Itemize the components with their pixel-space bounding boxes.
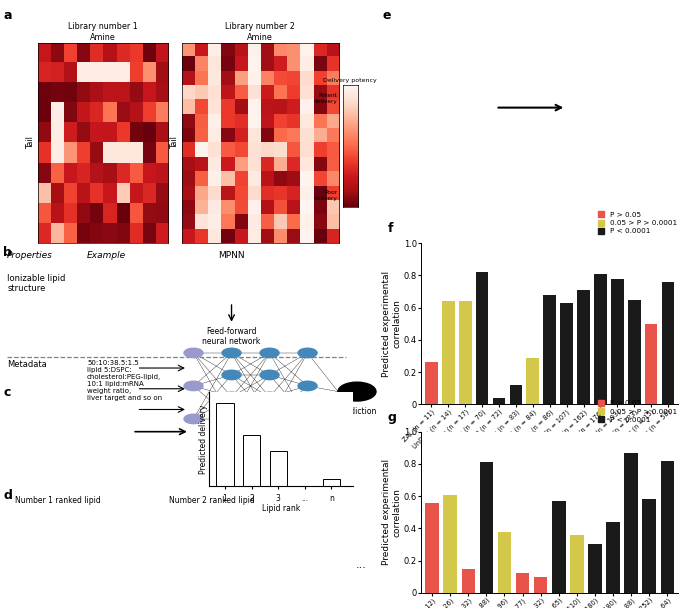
Bar (443, 494, 457, 593)
Text: Properties: Properties (8, 251, 53, 260)
Text: c: c (3, 386, 11, 399)
Circle shape (298, 381, 317, 391)
Bar (543, 295, 556, 404)
Circle shape (298, 348, 317, 358)
Circle shape (338, 382, 376, 401)
Text: Feed-forward
neural network: Feed-forward neural network (202, 326, 261, 346)
Y-axis label: Predicted delivery: Predicted delivery (199, 404, 208, 474)
Legend: P > 0.05, 0.05 > P > 0.0001, P < 0.0001: P > 0.05, 0.05 > P > 0.0001, P < 0.0001 (598, 400, 677, 423)
Y-axis label: Tail: Tail (26, 136, 35, 150)
Bar (560, 303, 573, 404)
Circle shape (260, 370, 279, 379)
Circle shape (184, 348, 203, 358)
Bar (425, 362, 438, 404)
Text: MPNN: MPNN (219, 251, 245, 260)
Bar (628, 300, 640, 404)
Y-axis label: Predicted experimental
correlation: Predicted experimental correlation (382, 271, 401, 377)
Circle shape (222, 348, 241, 358)
Bar (594, 274, 607, 404)
Text: Ionizable lipid
structure: Ionizable lipid structure (8, 274, 66, 293)
Bar (660, 461, 674, 593)
Bar (425, 503, 439, 593)
Circle shape (222, 392, 241, 402)
Text: Metadata: Metadata (8, 361, 47, 370)
Bar (570, 535, 584, 593)
Bar (516, 573, 530, 593)
Bar (527, 358, 539, 404)
Bar (510, 385, 522, 404)
Bar (479, 462, 493, 593)
Text: Number 2 ranked lipid: Number 2 ranked lipid (169, 496, 256, 505)
Bar (588, 545, 601, 593)
Circle shape (222, 370, 241, 379)
Bar (662, 282, 674, 404)
Text: f: f (388, 223, 393, 235)
Bar (243, 435, 260, 486)
Bar (476, 272, 488, 404)
Circle shape (260, 348, 279, 358)
Circle shape (260, 392, 279, 402)
Circle shape (222, 414, 241, 424)
Circle shape (184, 414, 203, 424)
Title: Library number 2
Amine: Library number 2 Amine (225, 22, 295, 42)
Text: b: b (3, 246, 12, 259)
Bar (645, 323, 658, 404)
X-axis label: Lipid rank: Lipid rank (262, 505, 300, 513)
Text: d: d (3, 489, 12, 502)
Circle shape (298, 414, 317, 424)
Text: g: g (388, 411, 397, 424)
Title: Delivery potency: Delivery potency (323, 78, 377, 83)
Bar (498, 531, 511, 593)
Bar (552, 501, 566, 593)
Circle shape (260, 414, 279, 424)
Bar (624, 452, 638, 593)
Y-axis label: Predicted experimental
correlation: Predicted experimental correlation (382, 459, 401, 565)
Text: e: e (382, 9, 390, 22)
Y-axis label: Tail: Tail (170, 136, 179, 150)
Bar (216, 404, 234, 486)
Bar (459, 301, 471, 404)
Bar (442, 301, 455, 404)
Title: Library number 1
Amine: Library number 1 Amine (68, 22, 138, 42)
Legend: P > 0.05, 0.05 > P > 0.0001, P < 0.0001: P > 0.05, 0.05 > P > 0.0001, P < 0.0001 (598, 212, 677, 235)
Bar (577, 290, 590, 404)
Text: Number 1 ranked lipid: Number 1 ranked lipid (15, 496, 101, 505)
Bar (269, 451, 287, 486)
Bar (643, 499, 656, 593)
Text: Example: Example (87, 251, 126, 260)
Bar (493, 398, 506, 404)
Text: Prediction: Prediction (338, 407, 376, 416)
Circle shape (184, 381, 203, 391)
Bar (606, 522, 620, 593)
Text: 50:10:38.5:1.5
lipid 5:DSPC:
cholesterol:PEG-lipid,
10:1 lipid:mRNA
weight ratio: 50:10:38.5:1.5 lipid 5:DSPC: cholesterol… (87, 361, 162, 401)
Text: a: a (3, 9, 12, 22)
Bar (611, 278, 623, 404)
Bar (462, 568, 475, 593)
Text: ...: ... (356, 561, 367, 570)
Bar (323, 479, 340, 486)
Bar (534, 576, 547, 593)
